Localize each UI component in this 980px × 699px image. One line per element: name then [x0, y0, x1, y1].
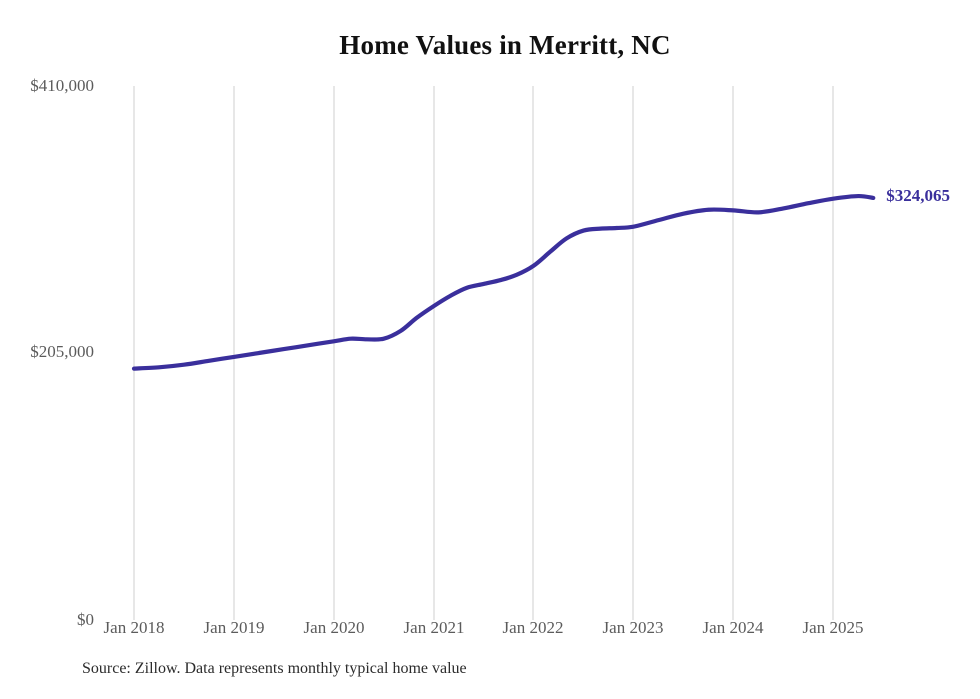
end-value-label: $324,065: [886, 185, 950, 205]
source-footnote: Source: Zillow. Data represents monthly …: [82, 660, 467, 677]
chart-title: Home Values in Merritt, NC: [339, 30, 671, 60]
x-axis-tick-jan-2025: Jan 2025: [802, 618, 864, 637]
x-axis-tick-jan-2023: Jan 2023: [602, 618, 664, 637]
home-value-line: [131, 193, 876, 371]
x-axis-tick-jan-2020: Jan 2020: [303, 618, 365, 637]
x-axis-tick-jan-2021: Jan 2021: [403, 618, 465, 637]
gridlines: [133, 86, 834, 620]
y-axis-tick-0: $0: [77, 610, 94, 629]
y-axis-tick-205000: $205,000: [30, 342, 94, 361]
x-axis-tick-jan-2024: Jan 2024: [702, 618, 764, 637]
y-axis-tick-410000: $410,000: [30, 76, 94, 95]
x-axis-tick-jan-2018: Jan 2018: [103, 618, 165, 637]
x-axis-tick-jan-2019: Jan 2019: [203, 618, 265, 637]
x-axis-tick-jan-2022: Jan 2022: [502, 618, 564, 637]
